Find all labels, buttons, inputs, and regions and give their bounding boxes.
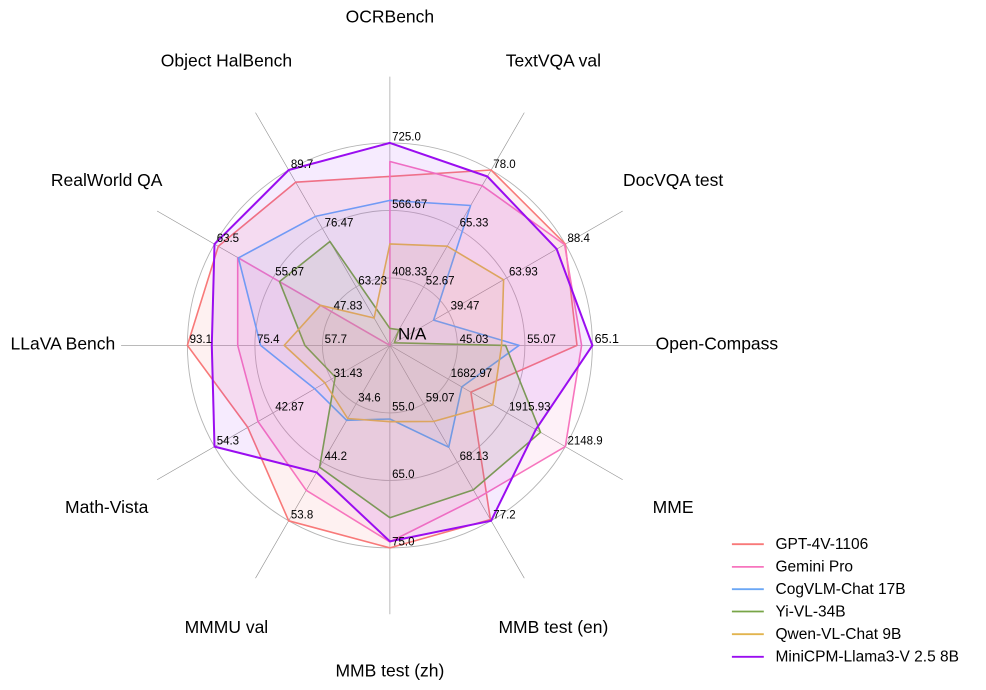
svg-text:TextVQA val: TextVQA val [506,51,601,71]
svg-text:42.87: 42.87 [275,402,304,414]
svg-text:1682.97: 1682.97 [451,368,493,380]
svg-text:63.23: 63.23 [358,276,387,288]
svg-text:Math-Vista: Math-Vista [65,497,149,517]
svg-text:MMB test (en): MMB test (en) [498,617,608,637]
svg-text:CogVLM-Chat 17B: CogVLM-Chat 17B [776,581,906,598]
svg-text:45.03: 45.03 [460,334,489,346]
svg-text:1915.93: 1915.93 [509,402,551,414]
svg-text:53.8: 53.8 [291,510,313,522]
svg-text:55.67: 55.67 [275,267,304,279]
svg-text:59.07: 59.07 [426,393,455,405]
svg-text:2148.9: 2148.9 [568,435,603,447]
svg-text:52.67: 52.67 [426,276,455,288]
svg-text:GPT-4V-1106: GPT-4V-1106 [776,536,869,553]
svg-text:39.47: 39.47 [451,300,480,312]
svg-text:63.5: 63.5 [217,233,239,245]
svg-text:LLaVA Bench: LLaVA Bench [11,334,116,354]
svg-text:DocVQA test: DocVQA test [623,170,723,190]
svg-text:Qwen-VL-Chat 9B: Qwen-VL-Chat 9B [776,626,902,643]
svg-text:89.7: 89.7 [291,159,313,171]
svg-text:55.07: 55.07 [527,334,556,346]
svg-text:65.1: 65.1 [595,332,619,346]
svg-text:75.0: 75.0 [392,537,414,549]
svg-text:57.7: 57.7 [325,334,347,346]
svg-text:408.33: 408.33 [392,267,427,279]
svg-text:68.13: 68.13 [460,451,489,463]
svg-text:MiniCPM-Llama3-V 2.5 8B: MiniCPM-Llama3-V 2.5 8B [776,649,959,666]
svg-text:34.6: 34.6 [358,393,380,405]
svg-text:78.0: 78.0 [493,159,515,171]
svg-text:Yi-VL-34B: Yi-VL-34B [776,603,846,620]
svg-text:Open-Compass: Open-Compass [656,334,779,354]
svg-text:63.93: 63.93 [509,267,538,279]
svg-text:47.83: 47.83 [334,300,363,312]
svg-text:566.67: 566.67 [392,199,427,211]
svg-text:75.4: 75.4 [257,334,280,346]
svg-text:93.1: 93.1 [190,334,212,346]
svg-text:MMB test (zh): MMB test (zh) [335,661,444,681]
svg-text:MME: MME [653,497,694,517]
svg-text:44.2: 44.2 [325,451,347,463]
svg-text:88.4: 88.4 [568,233,591,245]
svg-text:OCRBench: OCRBench [346,7,435,27]
svg-text:725.0: 725.0 [392,132,421,144]
svg-text:MMMU val: MMMU val [185,617,269,637]
svg-text:31.43: 31.43 [334,368,363,380]
svg-text:Gemini Pro: Gemini Pro [776,559,854,576]
svg-text:55.0: 55.0 [392,402,414,414]
svg-text:77.2: 77.2 [493,510,515,522]
svg-text:65.0: 65.0 [392,469,414,481]
svg-text:65.33: 65.33 [460,217,489,229]
svg-text:Object HalBench: Object HalBench [161,51,292,71]
svg-text:54.3: 54.3 [217,435,239,447]
svg-text:RealWorld QA: RealWorld QA [51,170,163,190]
svg-text:N/A: N/A [398,325,427,344]
svg-text:76.47: 76.47 [325,217,354,229]
